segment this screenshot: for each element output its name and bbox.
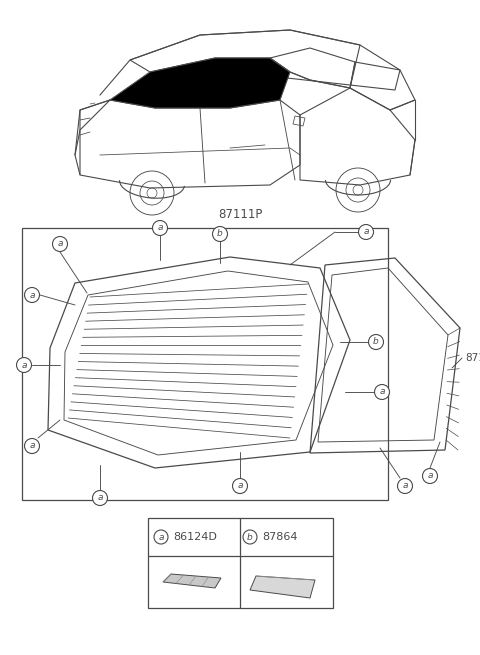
Text: a: a [57, 240, 63, 248]
Circle shape [369, 335, 384, 350]
Text: 86124D: 86124D [173, 532, 217, 542]
Text: a: a [363, 227, 369, 236]
Polygon shape [110, 58, 290, 108]
Circle shape [422, 468, 437, 483]
Text: a: a [29, 441, 35, 451]
Circle shape [24, 438, 39, 453]
Text: a: a [379, 388, 385, 396]
Circle shape [154, 530, 168, 544]
Text: 87131E: 87131E [465, 353, 480, 363]
Bar [22, 228, 388, 500]
Text: a: a [29, 291, 35, 299]
Circle shape [24, 288, 39, 303]
Text: a: a [237, 481, 243, 491]
Circle shape [16, 358, 32, 373]
Text: b: b [247, 533, 253, 542]
Text: b: b [373, 337, 379, 346]
Circle shape [153, 221, 168, 236]
Text: a: a [97, 493, 103, 502]
Bar [148, 518, 333, 608]
Text: 87111P: 87111P [218, 208, 262, 221]
Circle shape [52, 236, 68, 252]
Circle shape [397, 479, 412, 493]
Text: 87864: 87864 [262, 532, 298, 542]
Circle shape [93, 491, 108, 506]
Text: a: a [158, 533, 164, 542]
Circle shape [213, 227, 228, 242]
Circle shape [359, 225, 373, 240]
Polygon shape [250, 576, 315, 598]
Circle shape [232, 479, 248, 493]
Text: a: a [157, 223, 163, 233]
Circle shape [243, 530, 257, 544]
Text: a: a [427, 472, 433, 481]
Text: a: a [21, 360, 27, 369]
Text: b: b [217, 229, 223, 238]
Polygon shape [163, 574, 221, 588]
Circle shape [374, 384, 389, 400]
Text: a: a [402, 481, 408, 491]
